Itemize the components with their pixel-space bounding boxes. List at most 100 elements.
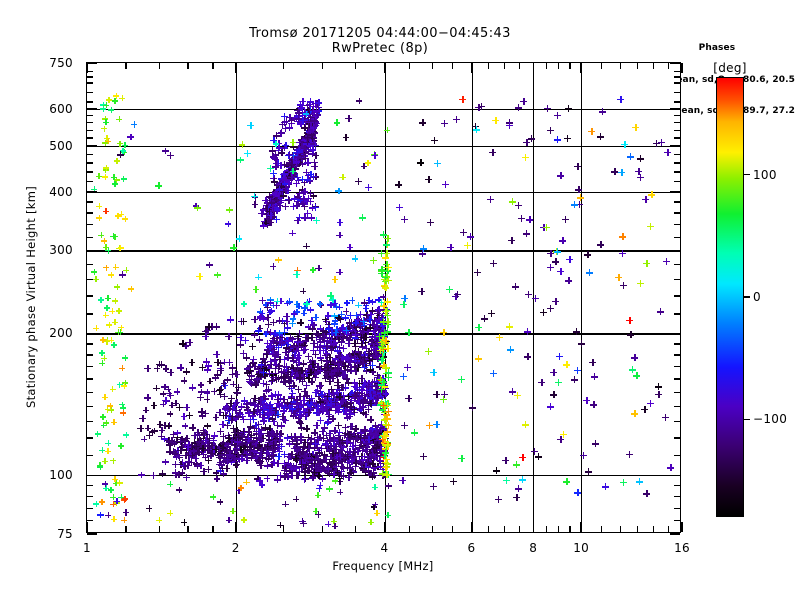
data-point [523,328,531,336]
data-point [361,434,369,442]
data-point [181,463,189,470]
data-point [108,406,115,413]
data-point [338,446,346,454]
data-point [236,411,244,419]
data-point [297,432,305,440]
data-point [314,447,322,454]
data-point [276,394,284,402]
data-point [395,203,403,211]
data-point [466,233,474,241]
data-point [222,446,230,454]
data-point [158,426,166,434]
data-point [243,403,251,411]
data-point [266,400,274,408]
data-point [110,419,117,426]
data-point [341,429,349,437]
data-point [331,276,339,283]
data-point [400,421,408,429]
data-point [532,295,540,303]
data-point [207,452,215,460]
data-point [103,164,110,171]
data-point [590,373,598,381]
data-point [174,429,181,437]
x-axis-tick-top [545,63,547,69]
data-point [359,383,367,391]
data-point [255,452,263,460]
data-point [150,402,158,409]
data-point [247,454,255,462]
data-point [273,476,281,484]
data-point [316,398,324,406]
y-axis-tick-label: 500 [49,138,73,153]
y-axis-tick [87,171,93,173]
data-point [418,287,426,295]
data-point [249,356,257,364]
data-point [365,398,373,406]
data-point [492,116,500,124]
data-point [502,476,510,484]
x-axis-tick-top [488,63,490,69]
data-point [384,234,392,242]
data-point [288,405,296,413]
data-point [226,451,234,459]
x-axis-tick-label: 10 [573,541,590,555]
data-point [206,377,214,385]
y-axis-tick-right [674,153,680,155]
data-point [112,297,119,304]
x-axis-tick-top [652,63,654,69]
data-point [275,256,282,264]
data-point [275,402,283,410]
data-point [176,486,183,494]
plot-area: 75 100 200 300 400 500 600 750 1 2 4 6 8 10 16 [49,57,689,554]
data-point [101,125,108,132]
data-point [223,465,231,472]
data-point [328,443,336,451]
data-point [424,347,432,355]
data-point [351,342,359,350]
data-point [238,412,246,420]
data-point [140,435,148,443]
y-axis-tick-right [674,201,680,203]
x-axis-tick-label: 4 [380,541,389,555]
data-point [272,351,280,359]
data-point [618,249,626,257]
data-point [619,233,627,241]
data-point [170,440,178,448]
data-point [264,448,272,456]
data-point [276,198,284,206]
data-point [340,432,348,439]
data-point [449,477,457,485]
data-point [633,372,641,380]
data-point [205,323,213,331]
y-axis-tick-label: 300 [49,243,73,258]
y-axis-tick [87,533,97,535]
data-point [356,429,364,437]
data-point [179,458,187,466]
data-point [294,115,302,123]
data-point [238,451,246,459]
data-point [256,449,264,457]
data-point [579,452,587,459]
data-point [515,104,523,112]
data-point [335,187,343,195]
colorbar-tick-label: 100 [753,167,777,182]
data-point [513,494,521,502]
data-point [249,412,257,420]
data-point [278,443,286,451]
data-point [316,300,324,308]
data-point [302,168,310,176]
data-point [213,475,220,483]
data-point [250,407,258,415]
data-point [102,312,109,319]
y-axis-tick-right [674,343,680,345]
data-point [403,363,411,371]
data-point [282,141,290,149]
data-point [360,427,368,435]
data-point [109,386,116,393]
data-point [103,264,110,271]
data-point [379,401,387,409]
data-point [117,244,124,251]
data-point [512,461,520,469]
data-point [337,489,344,496]
data-point [512,283,520,291]
